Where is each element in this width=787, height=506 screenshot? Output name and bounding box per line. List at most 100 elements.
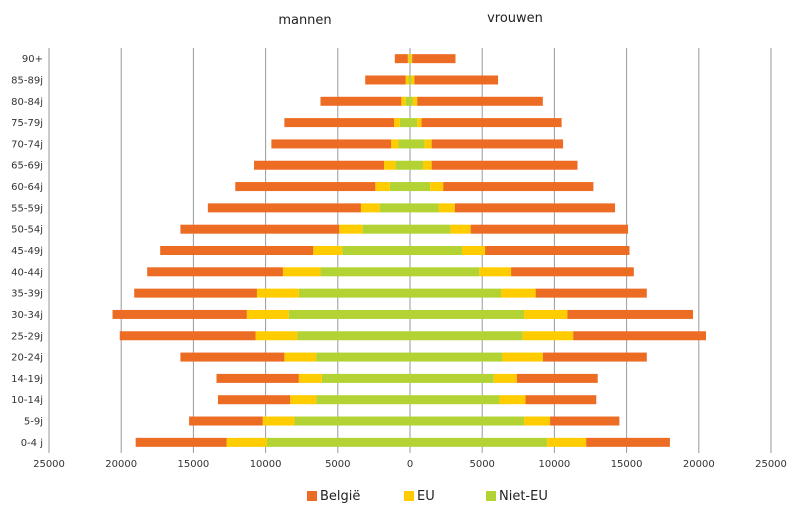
bar-women-niet-eu: [410, 203, 439, 213]
bar-men-eu: [384, 160, 396, 170]
bar-women-niet-eu: [410, 139, 425, 149]
bar-women-niet-eu: [410, 160, 423, 170]
bar-men-belgi-: [160, 246, 314, 255]
bar-women-eu: [479, 267, 512, 277]
x-tick-label: 5000: [469, 459, 494, 470]
x-tick-label: 0: [407, 459, 413, 470]
bar-women-belgi-: [443, 182, 594, 192]
y-tick-label: 90+: [22, 54, 43, 65]
bar-men-niet-eu: [298, 288, 410, 298]
bar-women-niet-eu: [410, 224, 451, 234]
bar-women-belgi-: [431, 139, 564, 149]
x-tick-label: 20000: [105, 459, 137, 470]
bar-men-belgi-: [134, 288, 257, 298]
bar-men-niet-eu: [399, 118, 410, 128]
bar-men-belgi-: [284, 118, 395, 128]
bar-men-belgi-: [216, 373, 299, 383]
bars: [112, 54, 707, 447]
y-tick-label: 75-79j: [11, 118, 43, 129]
bar-men-niet-eu: [362, 224, 410, 234]
bar-men-eu: [401, 96, 406, 106]
x-tick-label: 5000: [325, 459, 350, 470]
bar-men-belgi-: [394, 54, 408, 64]
bar-men-eu: [284, 352, 317, 362]
bar-women-niet-eu: [410, 96, 413, 106]
bar-women-eu: [411, 75, 415, 85]
bar-men-niet-eu: [316, 352, 410, 362]
bar-men-belgi-: [135, 437, 227, 447]
bar-men-belgi-: [189, 416, 263, 426]
bar-men-niet-eu: [321, 373, 410, 383]
bar-men-eu: [226, 437, 268, 447]
bar-women-eu: [524, 309, 568, 319]
bar-men-eu: [282, 267, 321, 277]
bar-women-niet-eu: [410, 267, 480, 277]
bar-men-niet-eu: [294, 416, 410, 426]
y-tick-label: 35-39j: [11, 289, 43, 300]
x-tick-label: 25000: [33, 459, 65, 470]
bar-men-belgi-: [320, 96, 402, 106]
bar-men-eu: [339, 224, 363, 234]
bar-men-niet-eu: [316, 395, 410, 405]
bar-men-eu: [255, 331, 298, 341]
bar-men-belgi-: [147, 267, 283, 277]
bar-men-niet-eu: [267, 437, 410, 447]
y-axis-tick-labels: 90+ 85-89j 80-84j 75-79j 70-74j 65-69j 60-64j 5…: [11, 54, 43, 449]
y-tick-label: 20-24j: [11, 353, 43, 364]
bar-men-eu: [313, 246, 343, 255]
bar-men-niet-eu: [342, 246, 410, 255]
left-side-label: mannen: [278, 13, 331, 28]
bar-women-belgi-: [550, 416, 620, 426]
bar-men-eu: [391, 139, 399, 149]
bar-women-eu: [412, 96, 418, 106]
y-tick-label: 50-54j: [11, 225, 43, 236]
bar-women-belgi-: [573, 331, 707, 341]
legend-swatch: [404, 491, 414, 501]
y-tick-label: 85-89j: [11, 75, 43, 86]
bar-women-belgi-: [454, 203, 616, 213]
bar-women-niet-eu: [410, 352, 503, 362]
bar-men-eu: [256, 288, 299, 298]
bar-women-eu: [499, 395, 526, 405]
bar-women-niet-eu: [410, 182, 431, 192]
y-tick-label: 40-44j: [11, 267, 43, 278]
legend: België EU Niet-EU: [307, 489, 548, 504]
bar-men-eu: [405, 75, 409, 85]
bar-women-eu: [500, 288, 536, 298]
bar-women-eu: [422, 160, 432, 170]
legend-label: België: [320, 489, 360, 504]
bar-women-niet-eu: [410, 118, 418, 128]
bar-men-eu: [407, 54, 410, 64]
y-tick-label: 30-34j: [11, 310, 43, 321]
bar-women-niet-eu: [410, 246, 462, 255]
bar-women-niet-eu: [410, 416, 525, 426]
y-tick-label: 14-19j: [11, 374, 43, 385]
x-tick-label: 20000: [683, 459, 715, 470]
y-tick-label: 45-49j: [11, 246, 43, 257]
bar-women-eu: [438, 203, 455, 213]
bar-men-belgi-: [271, 139, 392, 149]
bar-men-belgi-: [235, 182, 376, 192]
bar-women-belgi-: [412, 54, 456, 64]
bar-women-niet-eu: [410, 288, 501, 298]
bar-women-belgi-: [485, 246, 630, 255]
bar-men-belgi-: [217, 395, 291, 405]
bar-men-eu: [394, 118, 400, 128]
bar-men-belgi-: [119, 331, 256, 341]
legend-label: Niet-EU: [499, 489, 548, 504]
y-tick-label: 60-64j: [11, 182, 43, 193]
x-tick-label: 10000: [538, 459, 570, 470]
y-tick-label: 80-84j: [11, 97, 43, 108]
y-tick-label: 55-59j: [11, 203, 43, 214]
bar-women-belgi-: [470, 224, 629, 234]
bar-men-niet-eu: [405, 96, 410, 106]
y-tick-label: 70-74j: [11, 139, 43, 150]
bar-women-eu: [417, 118, 422, 128]
bar-women-eu: [424, 139, 432, 149]
x-tick-label: 25000: [755, 459, 787, 470]
bar-men-eu: [246, 309, 289, 319]
bar-men-eu: [290, 395, 317, 405]
bar-men-belgi-: [180, 224, 340, 234]
bar-men-eu: [375, 182, 390, 192]
bar-women-niet-eu: [410, 437, 548, 447]
